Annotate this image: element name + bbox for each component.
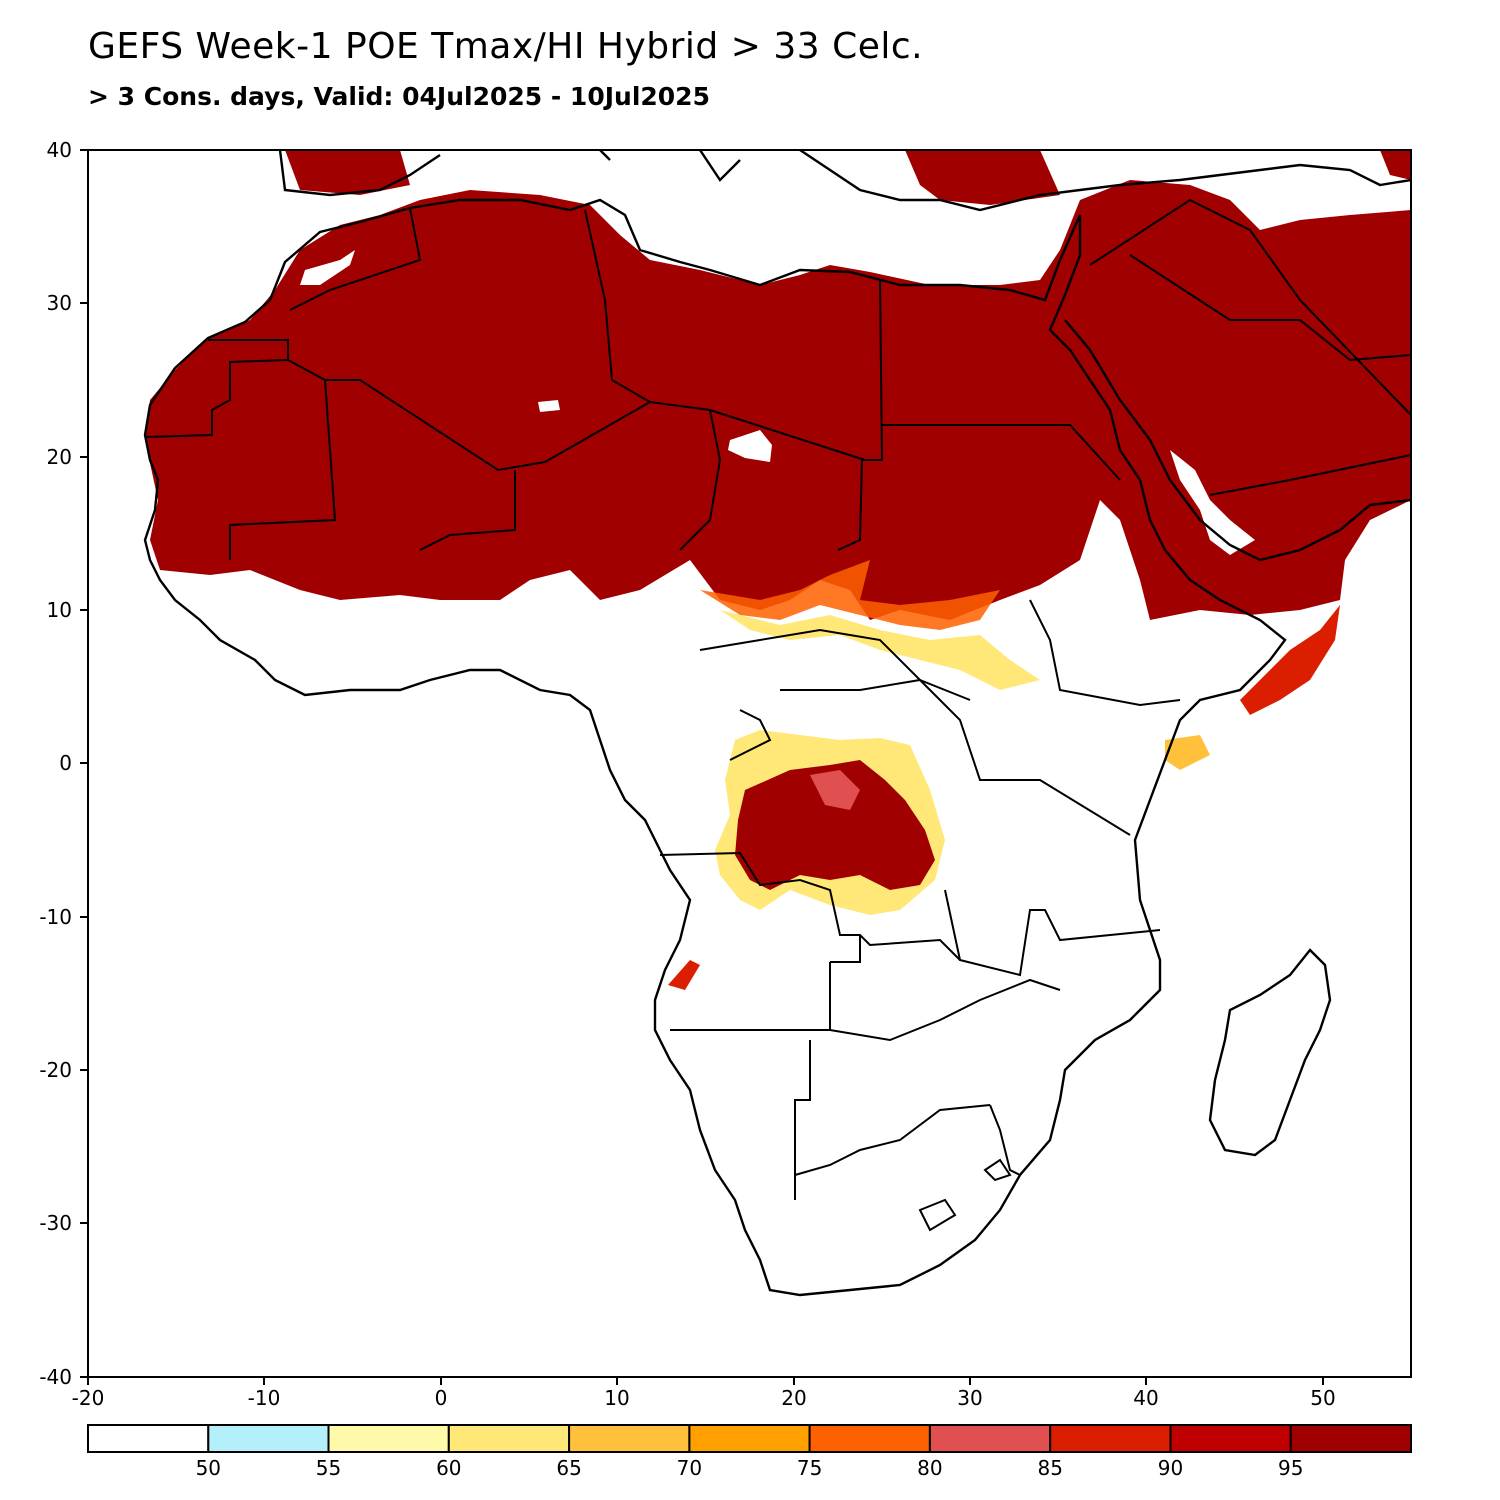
colorbar-swatch [447,1424,571,1453]
border-line [794,1040,811,1200]
y-tick-label: 10 [47,598,72,622]
border-line [944,889,1161,977]
border-line [699,628,971,701]
horn-coast-patch [1240,605,1340,715]
north-coast-high-prob-2 [905,150,1060,205]
border-line [419,470,516,551]
low-prob-patch-4 [300,250,355,285]
colorbar-label: 95 [1278,1456,1303,1480]
border-line [679,409,722,551]
y-tick-label: -10 [39,905,72,929]
y-tick-label: 40 [47,138,72,162]
x-tick-label: -10 [248,1386,281,1410]
y-tick-label: 20 [47,445,72,469]
sahara-high-prob-region [145,180,1411,620]
x-tick-label: 30 [957,1386,982,1410]
lake-outline [918,1198,957,1232]
border-line [729,709,772,761]
y-tick-labels: 40 30 20 10 0 -10 -20 -30 -40 [39,138,72,1389]
colorbar-swatch [1049,1424,1172,1453]
border-line [1089,198,1411,416]
colorbar-label: 85 [1037,1456,1062,1480]
border-line [1129,254,1411,362]
coastlines [143,150,1411,1297]
y-tick-label: -20 [39,1058,72,1082]
colorbar-swatch [808,1424,931,1453]
border-line [882,424,1121,481]
border-line [1209,454,1411,496]
border-line [829,978,1061,1042]
low-prob-patch-2 [538,400,560,412]
africa-coastline [143,198,1287,1297]
colorbar-swatch [87,1424,210,1453]
colorbar-label: 80 [917,1456,942,1480]
x-tick-label: 50 [1310,1386,1335,1410]
europe-coastline [278,150,1411,212]
colorbar-swatch [928,1424,1052,1453]
angola-coast-patch [668,960,700,990]
border-line [670,935,861,1031]
colorbar-label: 50 [196,1456,221,1480]
y-tick-label: -40 [39,1365,72,1389]
y-tick-label: 0 [59,751,72,775]
colorbar [87,1424,1412,1453]
x-tick-label: 40 [1133,1386,1158,1410]
y-tick-label: 30 [47,291,72,315]
lake-outline [983,1158,1012,1182]
axis-ticks [80,149,1324,1385]
colorbar-label: 75 [797,1456,822,1480]
colorbar-swatch [1169,1424,1292,1453]
north-coast-high-prob [285,150,410,195]
border-line [584,209,651,403]
colorbar-label: 65 [556,1456,581,1480]
colorbar-swatch [688,1424,811,1453]
kenya-coast-patch [1165,735,1210,770]
colorbar-label: 55 [316,1456,341,1480]
colorbar-swatch [1289,1424,1412,1453]
border-line [289,207,422,311]
border-line [229,359,337,560]
map-subtitle: > 3 Cons. days, Valid: 04Jul2025 - 10Jul… [88,82,710,111]
madagascar-coastline [1208,948,1332,1157]
border-line [989,1104,1021,1176]
low-prob-patch-1 [728,430,772,462]
x-tick-labels: -20 -10 0 10 20 30 40 50 [72,1386,1336,1410]
colorbar-label: 60 [436,1456,461,1480]
sahara-fringe-yellow [720,610,1040,690]
low-prob-patch-3 [1170,450,1255,555]
x-tick-label: 10 [604,1386,629,1410]
arabia-coastline [1064,319,1411,562]
colorbar-labels: 50 55 60 65 70 75 80 85 90 95 [196,1456,1304,1480]
colorbar-swatch [568,1424,691,1453]
border-line [1029,599,1181,707]
border-line [780,678,1131,836]
y-tick-label: -30 [39,1211,72,1235]
colorbar-label: 70 [677,1456,702,1480]
probability-field [145,150,1411,990]
x-tick-label: 0 [435,1386,448,1410]
colorbar-label: 90 [1158,1456,1183,1480]
colorbar-swatch [207,1424,330,1453]
x-tick-label: 20 [781,1386,806,1410]
border-line [794,1104,991,1176]
map-title: GEFS Week-1 POE Tmax/HI Hybrid > 33 Celc… [88,26,924,67]
congo-high-prob [735,760,935,890]
border-line [659,851,961,961]
x-tick-label: -20 [72,1386,105,1410]
north-east-high-prob [1380,150,1411,180]
congo-mid-prob [810,770,860,810]
colorbar-swatch [327,1424,450,1453]
country-borders [144,198,1411,1232]
border-line [837,279,884,551]
border-line [144,339,289,438]
sahara-fringe-orange [700,560,1000,630]
